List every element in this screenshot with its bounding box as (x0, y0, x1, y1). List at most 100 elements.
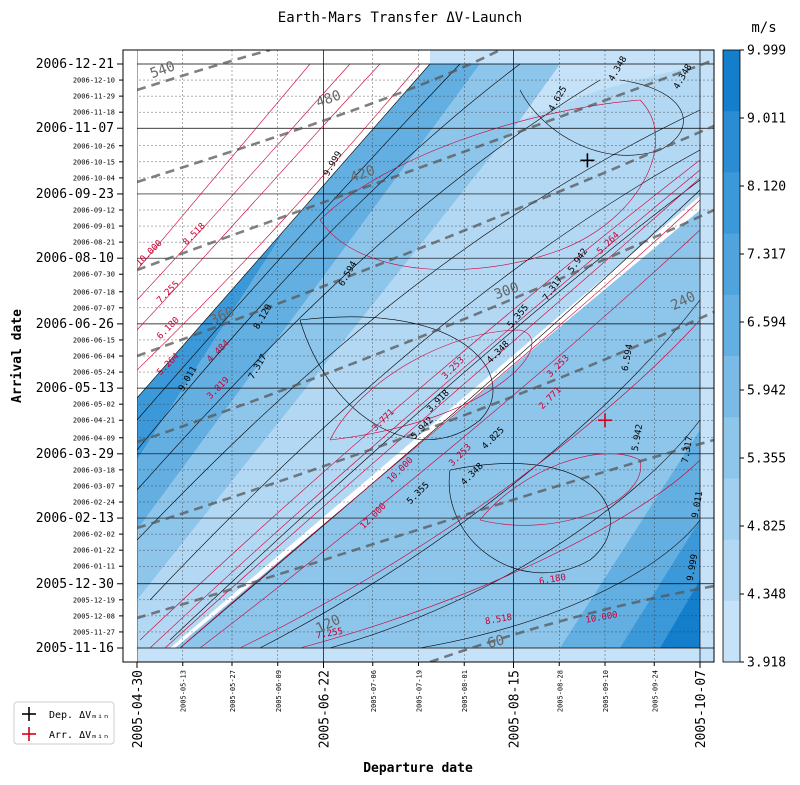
colorbar-tick-label: 3.918 (747, 656, 786, 671)
dep-dv-label: 5.942 (631, 423, 646, 451)
legend: Dep. ΔVₘᵢₙ Arr. ΔVₘᵢₙ (13, 701, 115, 745)
colorbar-tick-label: 9.999 (747, 44, 786, 59)
y-tick-label-minor: 2005-11-27 (73, 628, 115, 636)
y-tick-label-minor: 2006-12-10 (73, 77, 115, 85)
dep-dv-contour (149, 149, 701, 601)
x-tick-label-minor: 2005-08-01 (461, 670, 469, 712)
y-tick-label-minor: 2006-11-18 (73, 109, 115, 117)
tof-line (429, 584, 714, 662)
dep-dv-contour (137, 79, 601, 491)
colorbar-segment (723, 478, 740, 541)
colorbar-segment (723, 539, 740, 602)
colorbar-segment (723, 600, 740, 663)
x-tick-label-minor: 2005-05-27 (229, 670, 237, 712)
y-tick-label-minor: 2006-05-02 (73, 401, 115, 409)
arr-dv-contour (239, 319, 701, 649)
arr-dv-contour (137, 63, 381, 331)
y-tick-label-minor: 2006-07-18 (73, 288, 115, 296)
x-tick-label-major: 2005-08-15 (508, 670, 523, 748)
colorbar-tick-label: 5.355 (747, 452, 786, 467)
y-tick-label-minor: 2006-08-21 (73, 239, 115, 247)
x-tick-label-minor: 2005-07-19 (416, 670, 424, 712)
y-tick-label-minor: 2006-03-07 (73, 482, 115, 490)
colorbar-unit: m/s (751, 20, 776, 36)
colorbar-tick-label: 9.011 (747, 112, 786, 127)
dep-dv-contour (259, 299, 701, 649)
dep-dv-contour (419, 519, 701, 649)
colorbar-tick-label: 6.594 (747, 316, 786, 331)
dep-dv-label: 9.999 (686, 553, 701, 581)
x-tick-label-major: 2005-04-30 (131, 670, 146, 748)
arr-dv-contour (149, 169, 701, 649)
dep-dv-label: 9.011 (691, 490, 706, 518)
colorbar-tick-label: 5.942 (747, 384, 786, 399)
arr-dv-contour (329, 329, 533, 441)
y-tick-label-minor: 2005-12-19 (73, 596, 115, 604)
arr-dv-contour (137, 63, 421, 371)
colorbar-tick-label: 4.348 (747, 588, 786, 603)
dep-dv-contour (448, 463, 611, 573)
legend-marker-departure (22, 707, 36, 721)
dep-dv-contour (137, 109, 701, 541)
tof-line (137, 58, 714, 272)
y-tick-label-minor: 2006-07-07 (73, 304, 115, 312)
arr-dv-contour (137, 63, 351, 301)
tof-line (137, 124, 714, 358)
legend-box (13, 701, 115, 745)
colorbar-tick-label: 4.825 (747, 520, 786, 535)
colorbar-frame (722, 49, 741, 663)
y-tick-label-minor: 2006-06-04 (73, 353, 115, 361)
colorbar-segment (723, 111, 740, 173)
plot-area: 4.6254.3489.9998.1209.0116.5947.3175.355… (137, 50, 714, 662)
x-tick-label-minor: 2005-06-09 (275, 670, 283, 712)
x-axis-ticks: 2005-04-30 2005-06-22 2005-08-15 2005-10-07… (131, 662, 709, 748)
y-tick-label-minor: 2005-12-08 (73, 612, 115, 620)
arr-dv-contour (299, 459, 701, 649)
y-tick-label-major: 2006-08-10 (36, 251, 114, 266)
arr-dv-contour (139, 159, 701, 641)
x-tick-label-minor: 2005-05-13 (180, 670, 188, 712)
x-tick-label-major: 2005-06-22 (317, 670, 332, 748)
y-tick-label-minor: 2006-02-02 (73, 531, 115, 539)
colorbar-tick-label: 8.120 (747, 180, 786, 195)
y-tick-label-minor: 2006-02-24 (73, 499, 115, 507)
dep-dv-contour (137, 63, 461, 421)
arr-dv-contour (164, 177, 701, 649)
legend-label-arrival: Arr. ΔVₘᵢₙ (49, 730, 109, 741)
dep-dv-label: 7.317 (681, 435, 696, 463)
colorbar-segment (723, 294, 740, 357)
x-axis-label: Departure date (363, 761, 473, 776)
y-tick-label-major: 2006-09-23 (36, 187, 114, 202)
arr-dv-contour (199, 229, 701, 649)
arr-dv-label: 8.518 (484, 613, 512, 628)
y-tick-label-major: 2006-05-13 (36, 381, 114, 396)
y-tick-label-minor: 2006-04-09 (73, 434, 115, 442)
x-tick-label-minor: 2005-09-24 (651, 670, 659, 712)
y-tick-label-minor: 2006-10-15 (73, 158, 115, 166)
dep-dv-label: 6.594 (621, 343, 636, 371)
singular-ridge (170, 196, 700, 648)
y-tick-label-minor: 2006-05-24 (73, 369, 115, 377)
y-tick-label-major: 2005-12-30 (36, 577, 114, 592)
legend-label-departure: Dep. ΔVₘᵢₙ (49, 710, 109, 721)
y-tick-label-minor: 2006-11-29 (73, 93, 115, 101)
dep-dv-contour (169, 179, 701, 641)
tof-line (137, 438, 714, 620)
y-tick-label-minor: 2006-01-22 (73, 547, 115, 555)
x-tick-label-minor: 2005-09-10 (602, 670, 610, 712)
chart-title: Earth-Mars Transfer ΔV-Launch (278, 10, 522, 26)
arr-dv-contour (137, 63, 311, 271)
y-tick-label-major: 2006-12-21 (36, 57, 114, 72)
colorbar-segment (723, 417, 740, 479)
dep-dv-contour (329, 419, 701, 649)
dep-dv-contour (137, 63, 521, 451)
time-of-flight-lines (137, 50, 714, 662)
colorbar-tick-label: 7.317 (747, 248, 786, 263)
y-tick-label-minor: 2006-10-04 (73, 174, 115, 182)
contour-band (137, 64, 560, 600)
arr-dv-label: 7.255 (315, 627, 343, 642)
y-tick-label-major: 2006-02-13 (36, 511, 114, 526)
y-tick-label-minor: 2006-01-11 (73, 563, 115, 571)
legend-marker-arrival (22, 727, 36, 741)
